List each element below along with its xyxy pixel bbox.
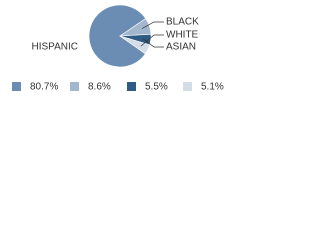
leader-line xyxy=(141,21,164,29)
legend-swatch xyxy=(127,82,136,91)
legend-label: 80.7% xyxy=(30,82,58,93)
legend-label: 8.6% xyxy=(88,82,111,93)
slice-label: HISPANIC xyxy=(32,42,79,53)
pie-slice xyxy=(119,35,151,55)
legend-swatch xyxy=(12,82,21,91)
pie-slice xyxy=(88,4,147,68)
slice-label: WHITE xyxy=(166,30,199,41)
slice-label: ASIAN xyxy=(166,42,196,53)
leader-line xyxy=(140,34,164,47)
slice-label: BLACK xyxy=(166,17,199,28)
legend-swatch xyxy=(70,82,79,91)
legend-label: 5.5% xyxy=(145,82,168,93)
legend-swatch xyxy=(183,82,192,91)
legend-label: 5.1% xyxy=(201,82,224,93)
